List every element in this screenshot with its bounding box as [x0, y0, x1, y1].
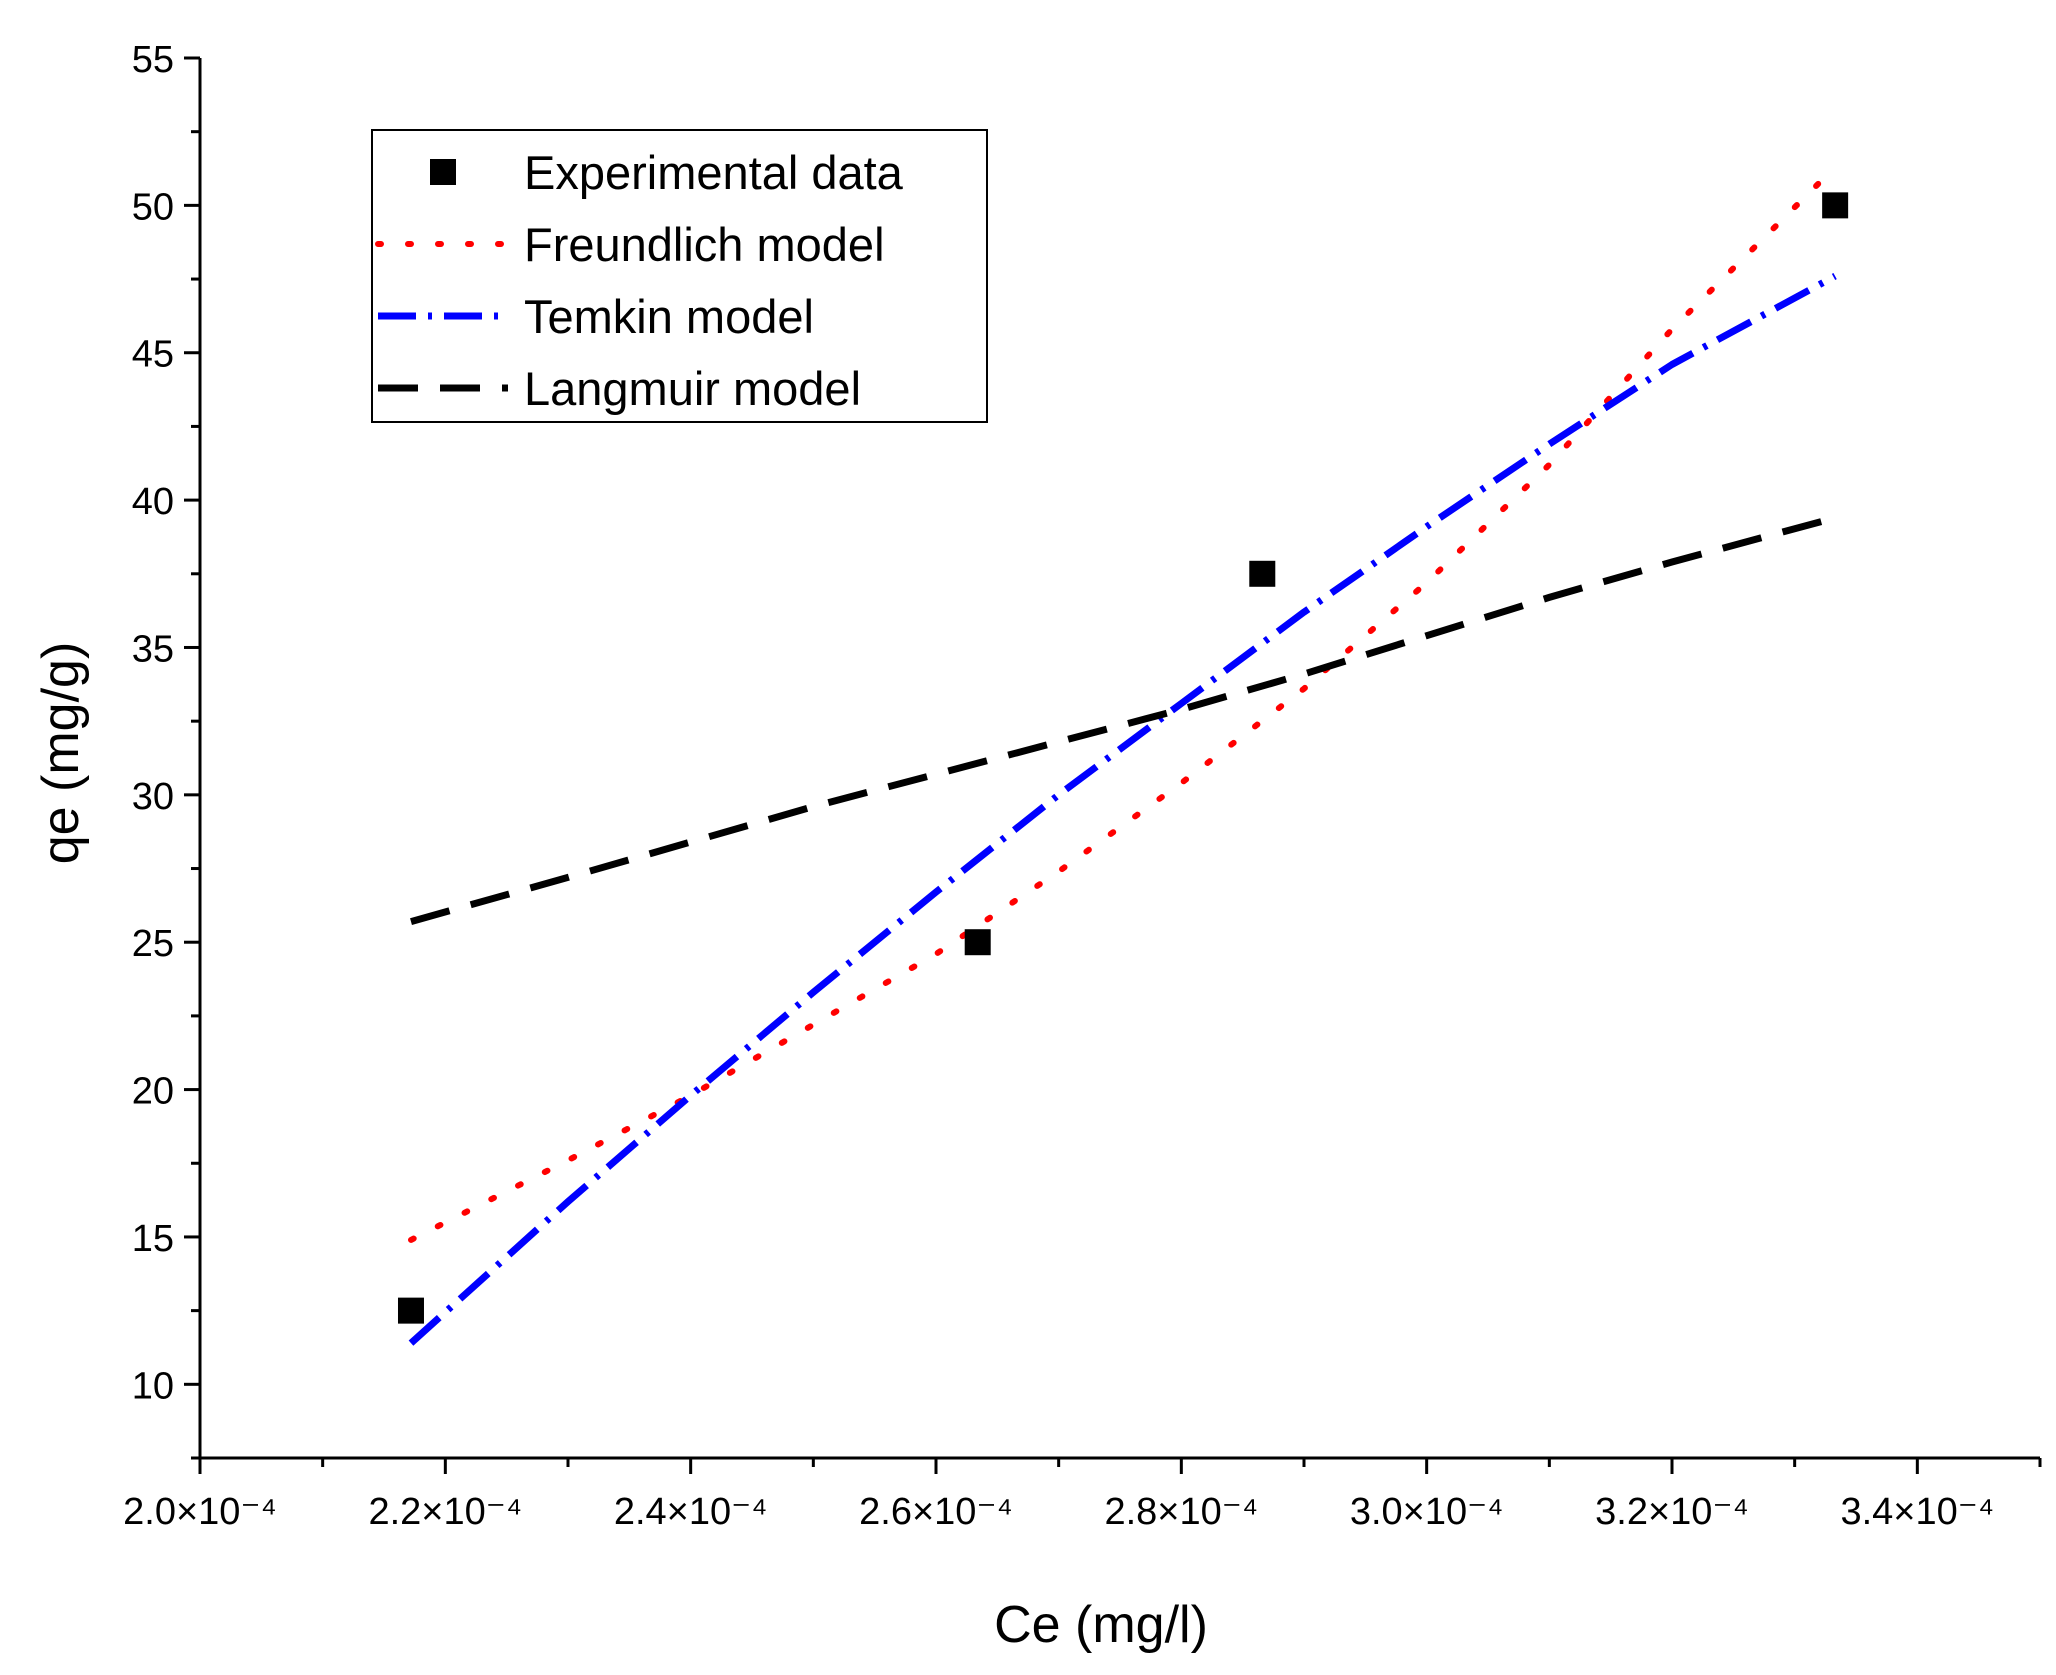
- x-tick-label: 3.2×10⁻⁴: [1595, 1491, 1749, 1533]
- y-tick-label: 30: [132, 776, 174, 818]
- x-tick-label: 3.4×10⁻⁴: [1840, 1491, 1994, 1533]
- y-tick-label: 20: [132, 1071, 174, 1113]
- legend-label: Langmuir model: [524, 362, 861, 415]
- y-tick-label: 50: [132, 186, 174, 228]
- x-tick-label: 3.0×10⁻⁴: [1350, 1491, 1504, 1533]
- y-tick-label: 40: [132, 481, 174, 523]
- y-tick-label: 35: [132, 628, 174, 670]
- legend-box: [371, 129, 988, 423]
- series-line-2: [408, 273, 1837, 1346]
- data-point: [1822, 192, 1849, 219]
- y-tick-label: 45: [132, 334, 174, 376]
- y-tick-label: 55: [132, 39, 174, 81]
- x-axis-title: Ce (mg/l): [994, 1596, 1208, 1654]
- axes: 2.0×10⁻⁴ 2.2×10⁻⁴ 2.4×10⁻⁴ 2.6×10⁻⁴ 2.8×10⁻⁴…: [123, 39, 2042, 1533]
- x-tick-label: 2.0×10⁻⁴: [123, 1491, 277, 1533]
- legend-label: Temkin model: [524, 290, 814, 343]
- legend-marker: [430, 159, 456, 185]
- y-tick-label: 15: [132, 1218, 174, 1260]
- y-tick-label: 10: [132, 1365, 174, 1407]
- legend-label: Experimental data: [524, 146, 904, 199]
- y-tick-label: 25: [132, 923, 174, 965]
- data-point: [964, 929, 991, 956]
- x-tick-label: 2.8×10⁻⁴: [1104, 1491, 1258, 1533]
- y-axis-title: qe (mg/g): [32, 642, 90, 865]
- x-tick-label: 2.4×10⁻⁴: [614, 1491, 768, 1533]
- series-line-1: [408, 164, 1839, 1243]
- series-line-3: [410, 514, 1837, 925]
- legend-label: Freundlich model: [524, 218, 885, 271]
- x-tick-label: 2.6×10⁻⁴: [859, 1491, 1013, 1533]
- plot-area: [397, 164, 1849, 1346]
- x-tick-label: 2.2×10⁻⁴: [368, 1491, 522, 1533]
- data-point: [397, 1297, 424, 1324]
- data-point: [1249, 560, 1276, 587]
- legend: Experimental data Freundlich model Temkin …: [371, 129, 988, 423]
